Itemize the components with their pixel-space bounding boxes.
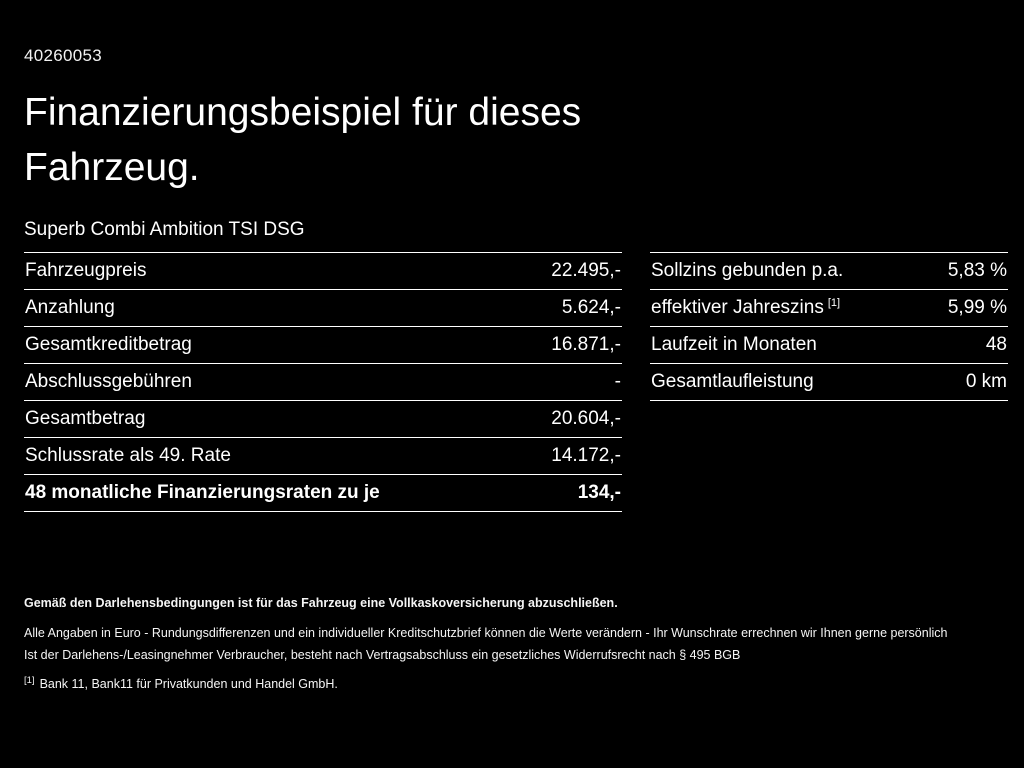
insurance-note: Gemäß den Darlehensbedingungen ist für d… — [24, 596, 618, 610]
row-label: Gesamtkreditbetrag — [25, 334, 192, 356]
row-value: 5.624,- — [561, 297, 621, 319]
row-label: Sollzins gebunden p.a. — [651, 260, 844, 282]
row-value: 14.172,- — [551, 445, 621, 467]
table-row-monthly-rate: 48 monatliche Finanzierungsraten zu je 1… — [24, 474, 622, 513]
row-value: - — [614, 371, 621, 393]
page-title: Finanzierungsbeispiel für dieses Fahrzeu… — [24, 86, 1008, 195]
withdrawal-note: Ist der Darlehens-/Leasingnehmer Verbrau… — [24, 648, 741, 663]
table-row: Laufzeit in Monaten 48 — [650, 326, 1008, 363]
row-label: Schlussrate als 49. Rate — [25, 445, 231, 467]
row-label: 48 monatliche Finanzierungsraten zu je — [25, 482, 380, 504]
financing-table-left: Fahrzeugpreis 22.495,- Anzahlung 5.624,-… — [24, 252, 622, 513]
row-value: 5,83 % — [947, 260, 1007, 282]
table-row: Sollzins gebunden p.a. 5,83 % — [650, 252, 1008, 289]
row-label: Gesamtlaufleistung — [651, 371, 814, 393]
footnote-marker: [1] — [24, 674, 35, 686]
footer-legal-notes: Gemäß den Darlehensbedingungen ist für d… — [24, 596, 1000, 693]
row-label: effektiver Jahreszins [1] — [651, 296, 841, 319]
row-label: Fahrzeugpreis — [25, 260, 147, 282]
financing-tables: Fahrzeugpreis 22.495,- Anzahlung 5.624,-… — [24, 252, 1008, 513]
row-value: 16.871,- — [551, 334, 621, 356]
table-row: Gesamtkreditbetrag 16.871,- — [24, 326, 622, 363]
row-value: 134,- — [577, 482, 621, 504]
row-value: 5,99 % — [947, 297, 1007, 319]
row-value: 0 km — [965, 371, 1007, 393]
table-row: Abschlussgebühren - — [24, 363, 622, 400]
row-value: 20.604,- — [551, 408, 621, 430]
financing-table-right: Sollzins gebunden p.a. 5,83 % effektiver… — [650, 252, 1008, 512]
table-row: Fahrzeugpreis 22.495,- — [24, 252, 622, 289]
row-label: Anzahlung — [25, 297, 115, 319]
footnote-text: Bank 11, Bank11 für Privatkunden und Han… — [39, 676, 338, 691]
page-title-line1: Finanzierungsbeispiel für dieses — [24, 91, 582, 134]
euro-note: Alle Angaben in Euro - Rundungsdifferenz… — [24, 625, 948, 640]
table-row: Gesamtlaufleistung 0 km — [650, 363, 1008, 402]
row-value: 22.495,- — [551, 260, 621, 282]
row-label: Gesamtbetrag — [25, 408, 146, 430]
row-label: Abschlussgebühren — [25, 371, 192, 393]
bank-footnote: [1] Bank 11, Bank11 für Privatkunden und … — [24, 674, 1000, 693]
table-row: effektiver Jahreszins [1] 5,99 % — [650, 289, 1008, 326]
row-value: 48 — [985, 334, 1007, 356]
page-title-line2: Fahrzeug. — [24, 145, 200, 189]
table-row: Schlussrate als 49. Rate 14.172,- — [24, 437, 622, 474]
footnote-ref: [1] — [827, 296, 841, 309]
vehicle-subtitle: Superb Combi Ambition TSI DSG — [24, 219, 305, 241]
page-id: 40260053 — [24, 46, 103, 65]
table-row: Gesamtbetrag 20.604,- — [24, 400, 622, 437]
table-row: Anzahlung 5.624,- — [24, 289, 622, 326]
row-label: Laufzeit in Monaten — [651, 334, 817, 356]
